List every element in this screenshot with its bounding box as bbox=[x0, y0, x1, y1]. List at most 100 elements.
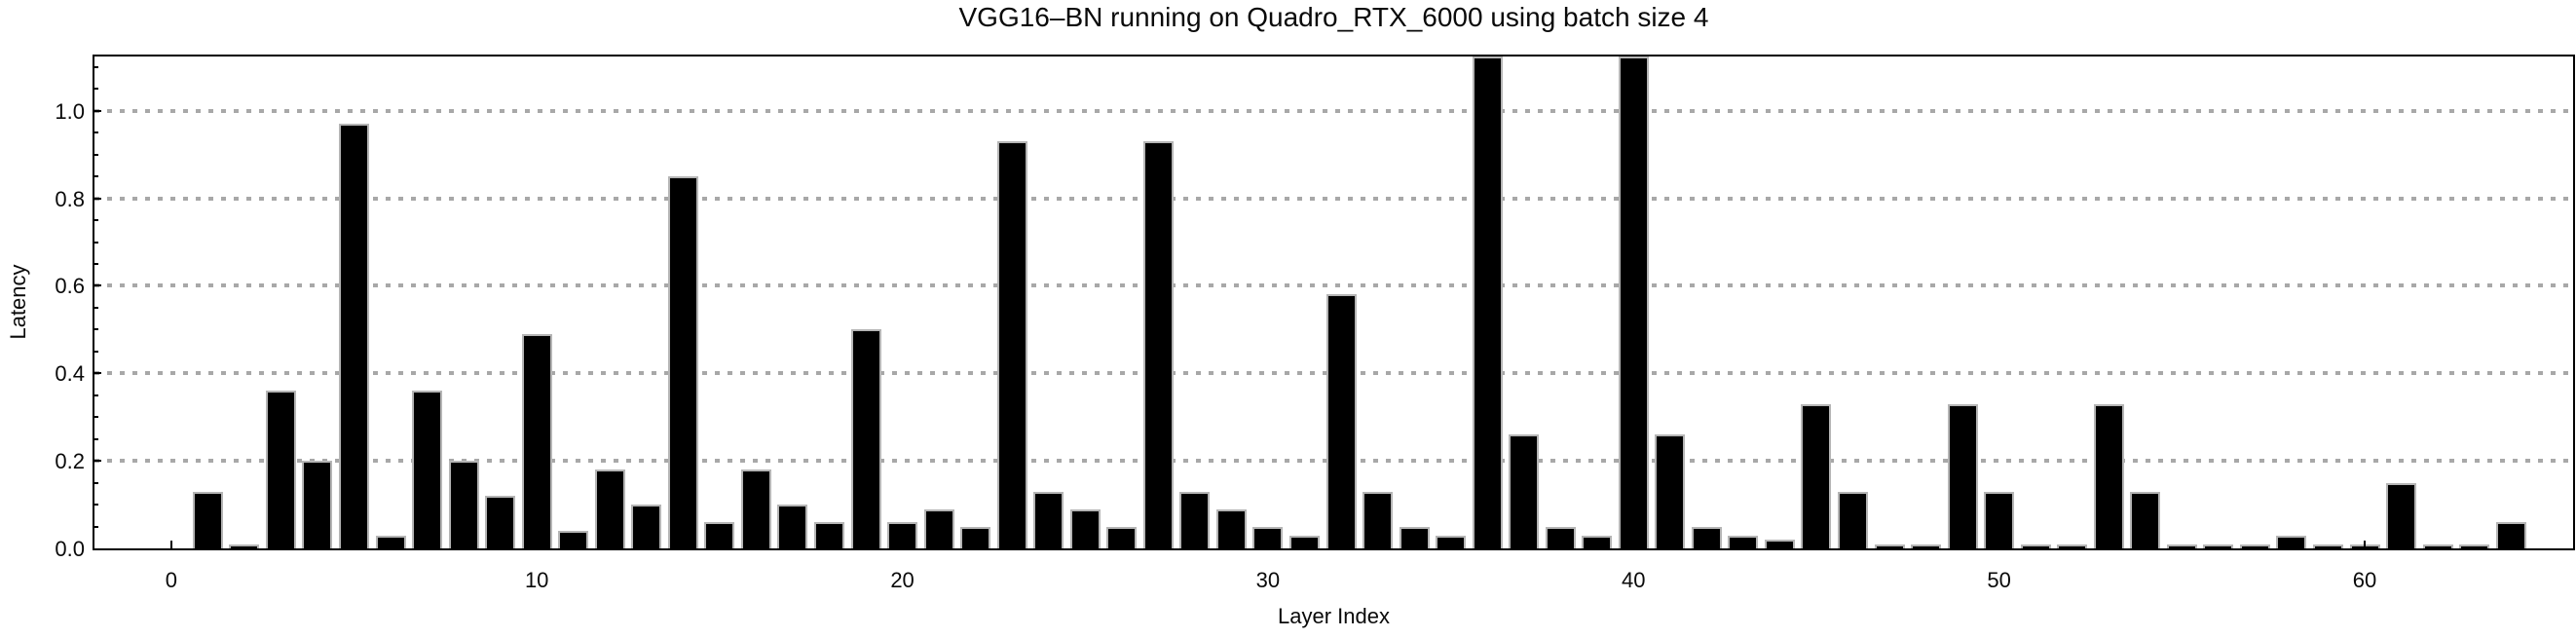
x-tick-40 bbox=[1632, 541, 1635, 548]
bar-layer-26 bbox=[1106, 526, 1138, 548]
bar-layer-27 bbox=[1142, 141, 1174, 548]
x-tick-60 bbox=[2364, 541, 2367, 548]
bar-layer-62 bbox=[2422, 544, 2453, 548]
bar-layer-52 bbox=[2057, 544, 2088, 548]
y-major-tick-0.2 bbox=[94, 460, 101, 463]
y-minor-tick-0.25 bbox=[94, 437, 98, 440]
y-minor-tick-0.7 bbox=[94, 241, 98, 244]
bar-layer-63 bbox=[2459, 544, 2490, 548]
x-tick-label-20: 20 bbox=[890, 568, 915, 592]
bar-layer-57 bbox=[2239, 544, 2270, 548]
bar-layer-1 bbox=[192, 491, 223, 548]
bar-layer-5 bbox=[339, 124, 369, 548]
bar-layer-41 bbox=[1655, 434, 1686, 548]
y-minor-tick-0.5 bbox=[94, 328, 98, 331]
bar-layer-21 bbox=[923, 508, 954, 548]
bar-layer-33 bbox=[1363, 491, 1394, 548]
bar-layer-4 bbox=[302, 461, 333, 548]
x-tick-20 bbox=[901, 541, 904, 548]
bar-layer-13 bbox=[631, 505, 662, 548]
x-tick-30 bbox=[1266, 541, 1269, 548]
bar-layer-64 bbox=[2495, 522, 2526, 548]
bar-layer-8 bbox=[448, 461, 479, 548]
bar-layer-28 bbox=[1179, 491, 1211, 548]
y-tick-label-0.4: 0.4 bbox=[55, 361, 85, 387]
bar-layer-40 bbox=[1618, 56, 1649, 548]
gridline-y-0.6 bbox=[94, 283, 2573, 288]
bar-layer-9 bbox=[485, 496, 516, 548]
bar-layer-16 bbox=[740, 469, 771, 548]
gridline-y-1 bbox=[94, 108, 2573, 113]
x-tick-label-10: 10 bbox=[524, 568, 549, 592]
y-major-tick-0.8 bbox=[94, 197, 101, 200]
y-minor-tick-0.85 bbox=[94, 175, 98, 178]
bar-layer-47 bbox=[1874, 544, 1905, 548]
bar-layer-42 bbox=[1691, 526, 1722, 548]
bar-layer-48 bbox=[1911, 544, 1942, 548]
bar-layer-22 bbox=[960, 526, 991, 548]
bar-layer-12 bbox=[594, 469, 625, 548]
x-tick-0 bbox=[169, 541, 172, 548]
bar-layer-61 bbox=[2386, 482, 2417, 548]
gridline-y-0.8 bbox=[94, 196, 2573, 201]
plot-canvas bbox=[94, 56, 2573, 548]
bar-layer-58 bbox=[2276, 535, 2307, 548]
y-minor-tick-0.9 bbox=[94, 153, 98, 156]
y-minor-tick-0.1 bbox=[94, 504, 98, 507]
x-tick-label-60: 60 bbox=[2352, 568, 2377, 592]
y-major-tick-0.6 bbox=[94, 284, 101, 287]
bar-layer-25 bbox=[1069, 508, 1101, 548]
x-tick-10 bbox=[536, 541, 539, 548]
y-tick-label-1.0: 1.0 bbox=[55, 98, 85, 124]
x-tick-label-0: 0 bbox=[165, 568, 177, 592]
plot-area bbox=[93, 55, 2575, 550]
bar-layer-2 bbox=[229, 544, 260, 548]
y-tick-label-0.2: 0.2 bbox=[55, 449, 85, 474]
bar-layer-29 bbox=[1215, 508, 1247, 548]
bar-layer-7 bbox=[412, 391, 443, 548]
bar-layer-56 bbox=[2203, 544, 2234, 548]
bar-layer-50 bbox=[1984, 491, 2015, 548]
bar-layer-49 bbox=[1947, 403, 1978, 548]
y-minor-tick-0.75 bbox=[94, 219, 98, 222]
bar-layer-44 bbox=[1764, 540, 1795, 548]
bar-layer-6 bbox=[375, 535, 406, 548]
x-tick-label-50: 50 bbox=[1987, 568, 2011, 592]
y-minor-tick-0.35 bbox=[94, 394, 98, 396]
bar-layer-14 bbox=[667, 176, 698, 548]
y-minor-tick-0.55 bbox=[94, 306, 98, 309]
y-tick-label-0.0: 0.0 bbox=[55, 537, 85, 561]
y-minor-tick-0.3 bbox=[94, 416, 98, 419]
bar-layer-19 bbox=[850, 329, 881, 548]
bar-layer-24 bbox=[1033, 491, 1064, 548]
y-major-tick-0.4 bbox=[94, 372, 101, 375]
y-minor-tick-1.05 bbox=[94, 88, 98, 91]
bar-layer-11 bbox=[558, 531, 589, 548]
bar-layer-17 bbox=[777, 505, 808, 548]
bar-layer-59 bbox=[2313, 544, 2343, 548]
y-tick-label-0.8: 0.8 bbox=[55, 186, 85, 211]
bar-layer-36 bbox=[1472, 56, 1503, 548]
bar-layer-45 bbox=[1801, 403, 1832, 548]
y-tick-label-0.6: 0.6 bbox=[55, 274, 85, 299]
bar-layer-54 bbox=[2130, 491, 2161, 548]
x-axis-label: Layer Index bbox=[1278, 604, 1390, 628]
bar-layer-43 bbox=[1728, 535, 1759, 548]
bar-layer-34 bbox=[1399, 526, 1430, 548]
bar-layer-55 bbox=[2166, 544, 2197, 548]
y-minor-tick-0.65 bbox=[94, 262, 98, 265]
y-minor-tick-1.1 bbox=[94, 65, 98, 68]
bar-layer-51 bbox=[2020, 544, 2051, 548]
bar-layer-3 bbox=[265, 391, 296, 548]
bar-layer-10 bbox=[521, 333, 552, 548]
y-minor-tick-0.45 bbox=[94, 350, 98, 353]
bar-layer-31 bbox=[1288, 535, 1320, 548]
bar-layer-23 bbox=[996, 141, 1027, 548]
bar-layer-37 bbox=[1509, 434, 1540, 548]
y-minor-tick-0.05 bbox=[94, 525, 98, 528]
bar-layer-46 bbox=[1838, 491, 1869, 548]
x-tick-label-30: 30 bbox=[1255, 568, 1281, 592]
y-major-tick-1 bbox=[94, 109, 101, 112]
bar-layer-35 bbox=[1436, 535, 1467, 548]
